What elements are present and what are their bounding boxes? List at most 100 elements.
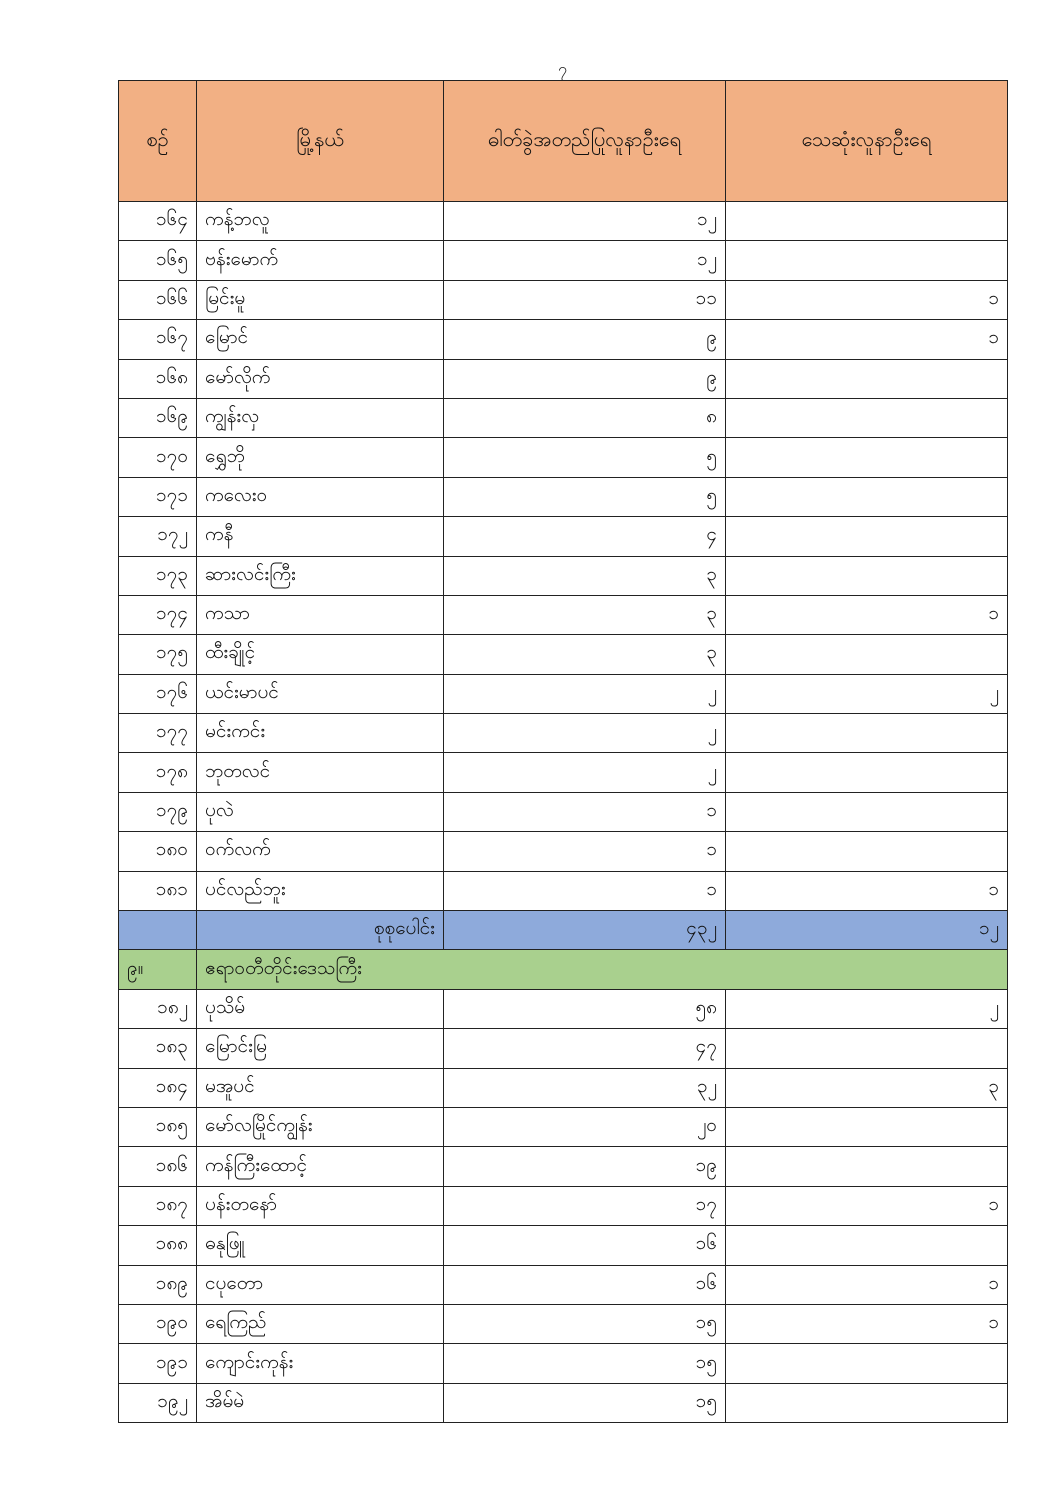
section-number: ၉။ [118, 949, 197, 990]
confirmed-cell: ၂၀ [443, 1106, 726, 1148]
confirmed-cell: ၁၁ [443, 279, 726, 321]
confirmed-cell: ၂ [443, 752, 726, 793]
table-row: ၁၇၆ ယင်းမာပင်၂၂ [118, 673, 1008, 715]
total-confirmed: ၄၃၂ [443, 910, 726, 951]
township-cell: ကန့်ဘလူ [196, 200, 444, 242]
serial-cell: ၁၈၂ [118, 988, 197, 1030]
table-row: ၁၈၁ ပင်လည်ဘူး၁၁ [118, 870, 1008, 912]
deaths-cell [725, 752, 1008, 793]
deaths-cell: ၁ [725, 1264, 1008, 1305]
deaths-cell [725, 397, 1008, 439]
page-number: ၇ [558, 59, 567, 78]
confirmed-cell: ၁၂ [443, 200, 726, 242]
serial-cell: ၁၈၇ [118, 1185, 197, 1227]
deaths-cell: ၁ [725, 594, 1008, 636]
township-cell: မော်လမြိုင်ကျွန်း [196, 1106, 444, 1148]
serial-cell: ၁၈၉ [118, 1264, 197, 1305]
deaths-cell: ၁ [725, 319, 1008, 360]
township-cell: ဘုတလင် [196, 752, 444, 793]
confirmed-cell: ၁၇ [443, 1185, 726, 1227]
confirmed-cell: ၁၅ [443, 1343, 726, 1384]
township-cell: ကလေးဝ [196, 476, 444, 518]
serial-cell: ၁၈၅ [118, 1106, 197, 1148]
township-cell: ငပုတော [196, 1264, 444, 1305]
deaths-cell [725, 476, 1008, 518]
table-row: ၁၉၁ ကျောင်းကုန်း ၁၅ [118, 1343, 1008, 1384]
confirmed-cell: ၁ [443, 870, 726, 912]
confirmed-cell: ၂ [443, 673, 726, 715]
total-serial-cell [118, 910, 197, 951]
confirmed-cell: ၁ [443, 791, 726, 833]
township-cell: ပုသိမ် [196, 988, 444, 1030]
serial-cell: ၁၉၂ [118, 1382, 197, 1424]
township-cell: ကနီ [196, 516, 444, 557]
serial-cell: ၁၇၃ [118, 555, 197, 596]
deaths-cell [725, 358, 1008, 399]
confirmed-cell: ၉ [443, 319, 726, 360]
confirmed-cell: ၃၂ [443, 1067, 726, 1108]
deaths-cell [725, 240, 1008, 281]
serial-cell: ၁၈၈ [118, 1225, 197, 1266]
header-deaths: သေဆုံးလူနာဦးရေ [725, 80, 1008, 202]
serial-cell: ၁၈၆ [118, 1146, 197, 1187]
serial-cell: ၁၆၉ [118, 397, 197, 439]
township-cell: ယင်းမာပင် [196, 673, 444, 715]
confirmed-cell: ၃ [443, 555, 726, 596]
section-header-row: ၉။ ဧရာဝတီတိုင်းဒေသကြီး [118, 949, 1008, 990]
table-row: ၁၈၂ ပုသိမ် ၅၈၂ [118, 988, 1008, 1030]
table-header-row: စဉ် မြို့နယ် ဓါတ်ခွဲအတည်ပြုလူနာဦးရေ သေဆု… [118, 80, 1008, 202]
deaths-cell: ၁ [725, 1303, 1008, 1345]
township-cell: မြင်းမူ [196, 279, 444, 321]
table-row: ၁၇၇ မင်းကင်း၂ [118, 713, 1008, 754]
township-cell: ပန်းတနော် [196, 1185, 444, 1227]
deaths-cell [725, 1343, 1008, 1384]
table-row: ၁၈၅ မော်လမြိုင်ကျွန်း ၂၀ [118, 1106, 1008, 1148]
serial-cell: ၁၈၁ [118, 870, 197, 912]
table-row: ၁၈၈ ဓနုဖြူ ၁၆ [118, 1225, 1008, 1266]
table-row: ၁၇၈ ဘုတလင်၂ [118, 752, 1008, 793]
table-row: ၁၆၄ ကန့်ဘလူ ၁၂ [118, 200, 1008, 242]
confirmed-cell: ၄ [443, 516, 726, 557]
serial-cell: ၁၇၆ [118, 673, 197, 715]
serial-cell: ၁၈၀ [118, 831, 197, 872]
serial-cell: ၁၇၂ [118, 516, 197, 557]
confirmed-cell: ၁၉ [443, 1146, 726, 1187]
serial-cell: ၁၇၅ [118, 634, 197, 675]
deaths-cell [725, 1106, 1008, 1148]
confirmed-cell: ၃ [443, 634, 726, 675]
serial-cell: ၁၆၈ [118, 358, 197, 399]
township-cell: ဆားလင်းကြီး [196, 555, 444, 596]
deaths-cell [725, 437, 1008, 478]
deaths-cell [725, 1028, 1008, 1069]
deaths-cell [725, 555, 1008, 596]
confirmed-cell: ၂ [443, 713, 726, 754]
table-row: ၁၈၇ ပန်းတနော် ၁၇၁ [118, 1185, 1008, 1227]
deaths-cell [725, 713, 1008, 754]
confirmed-cell: ၁၆ [443, 1225, 726, 1266]
deaths-cell: ၁ [725, 279, 1008, 321]
table-row: ၁၇၃ ဆားလင်းကြီး၃ [118, 555, 1008, 596]
deaths-cell: ၁ [725, 1185, 1008, 1227]
confirmed-cell: ၅ [443, 476, 726, 518]
confirmed-cell: ၄၇ [443, 1028, 726, 1069]
section-name: ဧရာဝတီတိုင်းဒေသကြီး [196, 949, 1008, 990]
deaths-cell [725, 831, 1008, 872]
serial-cell: ၁၉၀ [118, 1303, 197, 1345]
header-serial: စဉ် [118, 80, 197, 202]
table-row: ၁၈၄ မအူပင် ၃၂၃ [118, 1067, 1008, 1108]
serial-cell: ၁၆၅ [118, 240, 197, 281]
township-cell: ကသာ [196, 594, 444, 636]
serial-cell: ၁၇၈ [118, 752, 197, 793]
township-cell: ဝက်လက် [196, 831, 444, 872]
serial-cell: ၁၇၉ [118, 791, 197, 833]
table-row: ၁၈၃ မြောင်းမြ ၄၇ [118, 1028, 1008, 1069]
deaths-cell: ၁ [725, 870, 1008, 912]
deaths-cell: ၂ [725, 673, 1008, 715]
header-confirmed-cases: ဓါတ်ခွဲအတည်ပြုလူနာဦးရေ [443, 80, 726, 202]
table-row: ၁၇၄ ကသာ၃၁ [118, 594, 1008, 636]
township-cell: ဗန်းမောက် [196, 240, 444, 281]
confirmed-cell: ၁၆ [443, 1264, 726, 1305]
confirmed-cell: ၁၅ [443, 1303, 726, 1345]
deaths-cell [725, 516, 1008, 557]
confirmed-cell: ၃ [443, 594, 726, 636]
